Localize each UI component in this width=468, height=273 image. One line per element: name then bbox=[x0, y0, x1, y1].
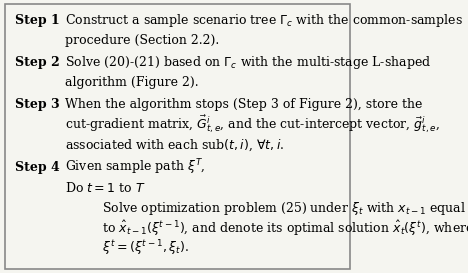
Text: Step 1: Step 1 bbox=[15, 14, 60, 27]
Text: procedure (Section 2.2).: procedure (Section 2.2). bbox=[65, 34, 219, 47]
Text: Construct a sample scenario tree $\Gamma_c$ with the common-samples: Construct a sample scenario tree $\Gamma… bbox=[65, 12, 463, 29]
Text: Step 4: Step 4 bbox=[15, 161, 60, 174]
Text: Solve (20)-(21) based on $\Gamma_c$ with the multi-stage L-shaped: Solve (20)-(21) based on $\Gamma_c$ with… bbox=[65, 54, 431, 71]
Text: When the algorithm stops (Step 3 of Figure 2), store the: When the algorithm stops (Step 3 of Figu… bbox=[65, 98, 422, 111]
Text: Given sample path $\xi^T$,: Given sample path $\xi^T$, bbox=[65, 158, 205, 177]
Text: Step 3: Step 3 bbox=[15, 98, 60, 111]
Text: Solve optimization problem (25) under $\xi_t$ with $x_{t-1}$ equal: Solve optimization problem (25) under $\… bbox=[102, 200, 466, 216]
Text: algorithm (Figure 2).: algorithm (Figure 2). bbox=[65, 76, 198, 89]
Text: cut-gradient matrix, $\vec{G}^{i}_{t,e}$, and the cut-intercept vector, $\vec{g}: cut-gradient matrix, $\vec{G}^{i}_{t,e}$… bbox=[65, 114, 440, 136]
Text: $\xi^t = (\xi^{t-1}, \xi_t)$.: $\xi^t = (\xi^{t-1}, \xi_t)$. bbox=[102, 239, 189, 259]
Text: associated with each sub$(t, i)$, $\forall t, i$.: associated with each sub$(t, i)$, $\fora… bbox=[65, 137, 284, 153]
FancyBboxPatch shape bbox=[5, 4, 350, 269]
Text: Step 2: Step 2 bbox=[15, 56, 60, 69]
Text: Do $t = 1$ to $T$: Do $t = 1$ to $T$ bbox=[65, 181, 146, 195]
Text: to $\hat{x}_{t-1}(\xi^{t-1})$, and denote its optimal solution $\hat{x}_t(\xi^t): to $\hat{x}_{t-1}(\xi^{t-1})$, and denot… bbox=[102, 219, 468, 238]
